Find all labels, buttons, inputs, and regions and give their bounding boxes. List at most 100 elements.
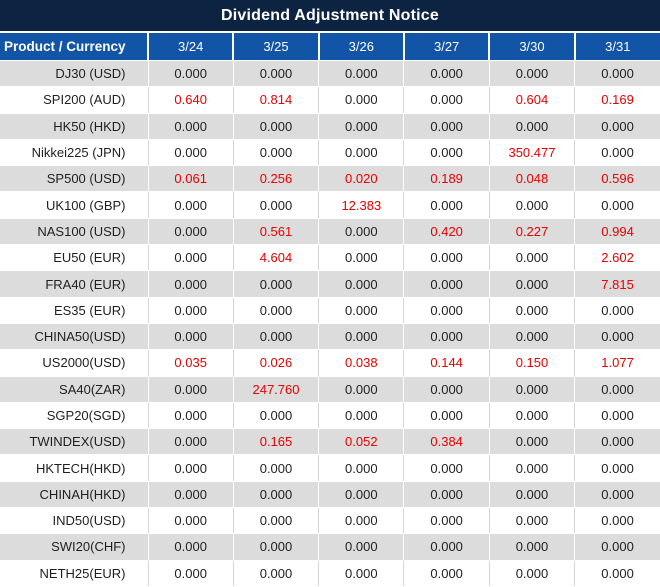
table-row: SWI20(CHF) 0.000 0.000 0.000 0.000 0.000 0.000 xyxy=(0,533,660,561)
table-row: CHINAH(HKD) 0.000 0.000 0.000 0.000 0.000 0.00… xyxy=(0,480,660,509)
value-cell: 0.144 xyxy=(403,349,490,377)
value-cell: 0.000 xyxy=(318,375,404,403)
value-cell: 0.000 xyxy=(147,138,234,167)
value-cell: 0.000 xyxy=(574,191,660,219)
value-cell: 0.000 xyxy=(574,533,660,561)
value-cell: 0.000 xyxy=(574,480,660,509)
column-header-date: 3/30 xyxy=(488,33,575,61)
value-cell: 0.000 xyxy=(574,507,660,535)
column-header-product: Product / Currency xyxy=(0,33,148,61)
table-row: FRA40 (EUR) 0.000 0.000 0.000 0.000 0.000 7.81… xyxy=(0,270,660,298)
value-cell: 4.604 xyxy=(232,244,319,272)
value-cell: 0.000 xyxy=(147,559,234,587)
value-cell: 0.000 xyxy=(232,138,319,167)
row-label: CHINAH(HKD) xyxy=(0,480,148,509)
value-cell: 0.000 xyxy=(318,507,404,535)
value-cell: 2.602 xyxy=(574,244,660,272)
value-cell: 0.227 xyxy=(488,217,575,246)
row-label: SGP20(SGD) xyxy=(0,401,148,430)
value-cell: 0.000 xyxy=(403,559,490,587)
table-row: UK100 (GBP) 0.000 0.000 12.383 0.000 0.000 0.0… xyxy=(0,191,660,219)
value-cell: 0.000 xyxy=(574,454,660,482)
value-cell: 0.000 xyxy=(403,244,490,272)
row-label: DJ30 (USD) xyxy=(0,59,148,88)
value-cell: 0.000 xyxy=(147,454,234,482)
value-cell: 247.760 xyxy=(232,375,319,403)
value-cell: 0.150 xyxy=(488,349,575,377)
value-cell: 0.000 xyxy=(574,112,660,140)
value-cell: 0.000 xyxy=(488,454,575,482)
row-label: SP500 (USD) xyxy=(0,165,148,193)
value-cell: 0.384 xyxy=(403,428,490,456)
value-cell: 0.000 xyxy=(232,191,319,219)
value-cell: 0.814 xyxy=(232,86,319,114)
value-cell: 0.000 xyxy=(232,507,319,535)
value-cell: 0.000 xyxy=(318,138,404,167)
value-cell: 0.000 xyxy=(403,191,490,219)
value-cell: 0.000 xyxy=(232,533,319,561)
value-cell: 0.000 xyxy=(488,296,575,324)
row-label: Nikkei225 (JPN) xyxy=(0,138,148,167)
value-cell: 0.000 xyxy=(574,59,660,88)
value-cell: 0.000 xyxy=(574,401,660,430)
value-cell: 0.000 xyxy=(232,270,319,298)
value-cell: 0.000 xyxy=(147,296,234,324)
value-cell: 0.000 xyxy=(574,428,660,456)
value-cell: 0.000 xyxy=(232,480,319,509)
table-header: Product / Currency 3/24 3/25 3/26 3/27 3/30 3/… xyxy=(0,33,660,61)
row-label: IND50(USD) xyxy=(0,507,148,535)
row-label: HKTECH(HKD) xyxy=(0,454,148,482)
value-cell: 0.000 xyxy=(318,112,404,140)
value-cell: 0.000 xyxy=(403,507,490,535)
column-header-date: 3/26 xyxy=(317,33,404,61)
value-cell: 0.000 xyxy=(232,59,319,88)
value-cell: 0.000 xyxy=(318,86,404,114)
value-cell: 0.000 xyxy=(147,480,234,509)
table-row: ES35 (EUR) 0.000 0.000 0.000 0.000 0.000 0.000 xyxy=(0,296,660,324)
value-cell: 0.000 xyxy=(318,296,404,324)
row-label: SA40(ZAR) xyxy=(0,375,148,403)
value-cell: 0.000 xyxy=(403,480,490,509)
table-body: DJ30 (USD) 0.000 0.000 0.000 0.000 0.000 0.000… xyxy=(0,59,660,587)
row-label: HK50 (HKD) xyxy=(0,112,148,140)
table-row: SPI200 (AUD) 0.640 0.814 0.000 0.000 0.604 0.1… xyxy=(0,86,660,114)
value-cell: 12.383 xyxy=(318,191,404,219)
value-cell: 0.000 xyxy=(403,59,490,88)
table-row: US2000(USD) 0.035 0.026 0.038 0.144 0.150 1.07… xyxy=(0,349,660,377)
row-label: ES35 (EUR) xyxy=(0,296,148,324)
value-cell: 0.169 xyxy=(574,86,660,114)
value-cell: 0.000 xyxy=(403,296,490,324)
value-cell: 0.000 xyxy=(488,401,575,430)
row-label: TWINDEX(USD) xyxy=(0,428,148,456)
value-cell: 0.000 xyxy=(232,296,319,324)
value-cell: 0.000 xyxy=(403,138,490,167)
value-cell: 0.000 xyxy=(318,559,404,587)
value-cell: 0.000 xyxy=(318,533,404,561)
value-cell: 0.000 xyxy=(488,59,575,88)
table-row: HKTECH(HKD) 0.000 0.000 0.000 0.000 0.000 0.00… xyxy=(0,454,660,482)
column-header-date: 3/27 xyxy=(402,33,490,61)
value-cell: 0.165 xyxy=(232,428,319,456)
value-cell: 0.000 xyxy=(488,559,575,587)
table-row: SGP20(SGD) 0.000 0.000 0.000 0.000 0.000 0.000 xyxy=(0,401,660,430)
row-label: NETH25(EUR) xyxy=(0,559,148,587)
value-cell: 0.000 xyxy=(403,86,490,114)
value-cell: 0.020 xyxy=(318,165,404,193)
value-cell: 0.000 xyxy=(318,59,404,88)
value-cell: 0.000 xyxy=(488,375,575,403)
value-cell: 0.000 xyxy=(318,217,404,246)
value-cell: 0.000 xyxy=(147,112,234,140)
row-label: FRA40 (EUR) xyxy=(0,270,148,298)
table-row: NAS100 (USD) 0.000 0.561 0.000 0.420 0.227 0.9… xyxy=(0,217,660,246)
value-cell: 0.596 xyxy=(574,165,660,193)
value-cell: 0.561 xyxy=(232,217,319,246)
table-row: HK50 (HKD) 0.000 0.000 0.000 0.000 0.000 0.000 xyxy=(0,112,660,140)
value-cell: 0.000 xyxy=(147,507,234,535)
value-cell: 0.000 xyxy=(403,533,490,561)
row-label: US2000(USD) xyxy=(0,349,148,377)
row-label: CHINA50(USD) xyxy=(0,322,148,351)
value-cell: 0.052 xyxy=(318,428,404,456)
value-cell: 0.000 xyxy=(574,375,660,403)
value-cell: 0.000 xyxy=(574,559,660,587)
value-cell: 0.000 xyxy=(488,322,575,351)
